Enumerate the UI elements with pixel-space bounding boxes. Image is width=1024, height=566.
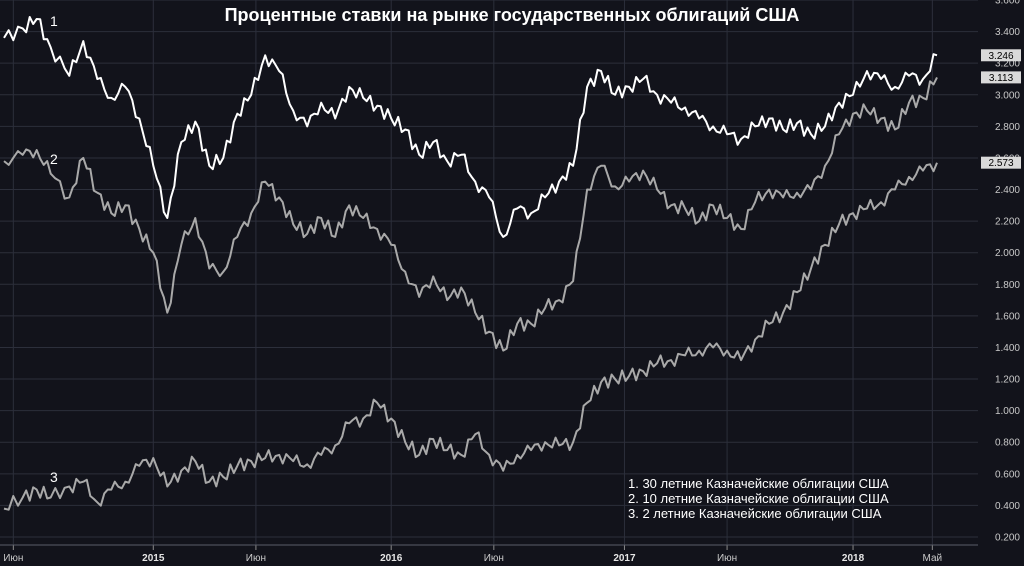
legend: 1. 30 летние Казначейские облигации США … <box>628 476 889 521</box>
chart-title: Процентные ставки на рынке государственн… <box>225 5 800 25</box>
y-tick-label: 0.200 <box>995 533 1020 544</box>
y-tick-label: 3.200 <box>995 59 1020 70</box>
series-lines <box>3 16 938 511</box>
y-tick-label: 2.800 <box>995 122 1020 133</box>
legend-item-2y: 3. 2 летние Казначейские облигации США <box>628 506 882 521</box>
y-tick-label: 2.200 <box>995 217 1020 228</box>
last-value-tag: 3.113 <box>989 73 1014 84</box>
y-tick-label: 3.400 <box>995 27 1020 38</box>
x-tick-label: Июн <box>717 553 737 564</box>
last-value-tag-bg <box>981 156 1021 169</box>
y-tick-label: 1.800 <box>995 280 1020 291</box>
y-tick-label: 0.800 <box>995 438 1020 449</box>
x-tick-label: Июн <box>484 553 504 564</box>
series-marker-2: 2 <box>50 151 58 167</box>
last-value-tag-bg <box>981 71 1021 84</box>
y-tick-label: 1.200 <box>995 375 1020 386</box>
y-tick-label: 0.400 <box>995 501 1020 512</box>
y-tick-label: 0.600 <box>995 469 1020 480</box>
x-tick-label: Май <box>923 553 943 564</box>
x-tick-label: 2015 <box>142 553 165 564</box>
series-marker-3: 3 <box>50 469 58 485</box>
y-tick-label: 2.400 <box>995 185 1020 196</box>
y-tick-label: 1.600 <box>995 311 1020 322</box>
x-tick-label: 2017 <box>613 553 636 564</box>
x-tick-label: Июн <box>3 553 23 564</box>
series-line-3 <box>3 162 938 511</box>
x-axis: Июн 2015 Июн 2016 Июн 2017 Июн 2018 Май <box>0 544 978 564</box>
y-tick-label: 2.000 <box>995 248 1020 259</box>
y-tick-label: 1.400 <box>995 343 1020 354</box>
series-line-2 <box>3 76 938 352</box>
last-value-tag: 3.246 <box>988 51 1013 62</box>
legend-item-30y: 1. 30 летние Казначейские облигации США <box>628 476 889 491</box>
series-line-1 <box>3 16 938 238</box>
series-markers: 1 2 3 <box>50 13 58 485</box>
last-value-tags: 3.246 3.113 2.573 <box>981 49 1021 169</box>
y-axis: 3.6003.4003.2003.0002.8002.6002.4002.200… <box>995 0 1020 544</box>
x-tick-label: 2018 <box>842 553 865 564</box>
series-marker-1: 1 <box>50 13 58 29</box>
chart-grid <box>0 0 978 545</box>
legend-item-10y: 2. 10 летние Казначейские облигации США <box>628 491 889 506</box>
last-value-tag: 2.573 <box>988 158 1013 169</box>
last-value-tag-bg <box>981 49 1021 62</box>
y-tick-label: 1.000 <box>995 406 1020 417</box>
y-tick-label: 3.000 <box>995 90 1020 101</box>
x-tick-label: Июн <box>246 553 266 564</box>
y-tick-label: 3.600 <box>995 0 1020 7</box>
x-tick-label: 2016 <box>380 553 403 564</box>
